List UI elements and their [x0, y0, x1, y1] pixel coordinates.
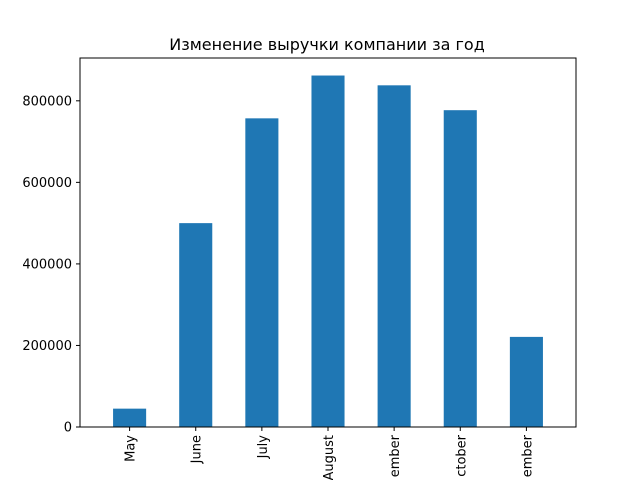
y-tick-label-200000: 200000: [22, 339, 72, 354]
y-tick-label-400000: 400000: [22, 257, 72, 272]
x-tick-label-june: June: [190, 435, 205, 464]
x-tick-label-august: August: [322, 435, 337, 480]
x-tick-label-october: ctober: [454, 434, 469, 476]
y-tick-label-600000: 600000: [22, 176, 72, 191]
bar-november: [509, 336, 543, 427]
x-tick-label-may: May: [124, 435, 139, 462]
x-tick-label-july: July: [256, 435, 271, 460]
bar-october: [443, 110, 477, 427]
y-tick-label-800000: 800000: [22, 94, 72, 109]
x-tick-label-november: ember: [520, 434, 535, 477]
y-axis: 0 200000 400000 600000 800000: [22, 94, 80, 436]
bar-may: [113, 408, 147, 427]
x-axis: May June July August ember ctober ember: [124, 427, 535, 480]
bar-september: [377, 85, 411, 427]
bar-august: [311, 75, 345, 427]
chart-title: Изменение выручки компании за год: [169, 35, 485, 54]
plot-frame: [79, 57, 577, 428]
bar-july: [245, 118, 279, 427]
x-tick-label-september: ember: [388, 434, 403, 477]
bar-june: [179, 223, 213, 427]
bars-group: [113, 75, 543, 427]
y-tick-label-0: 0: [64, 421, 72, 436]
